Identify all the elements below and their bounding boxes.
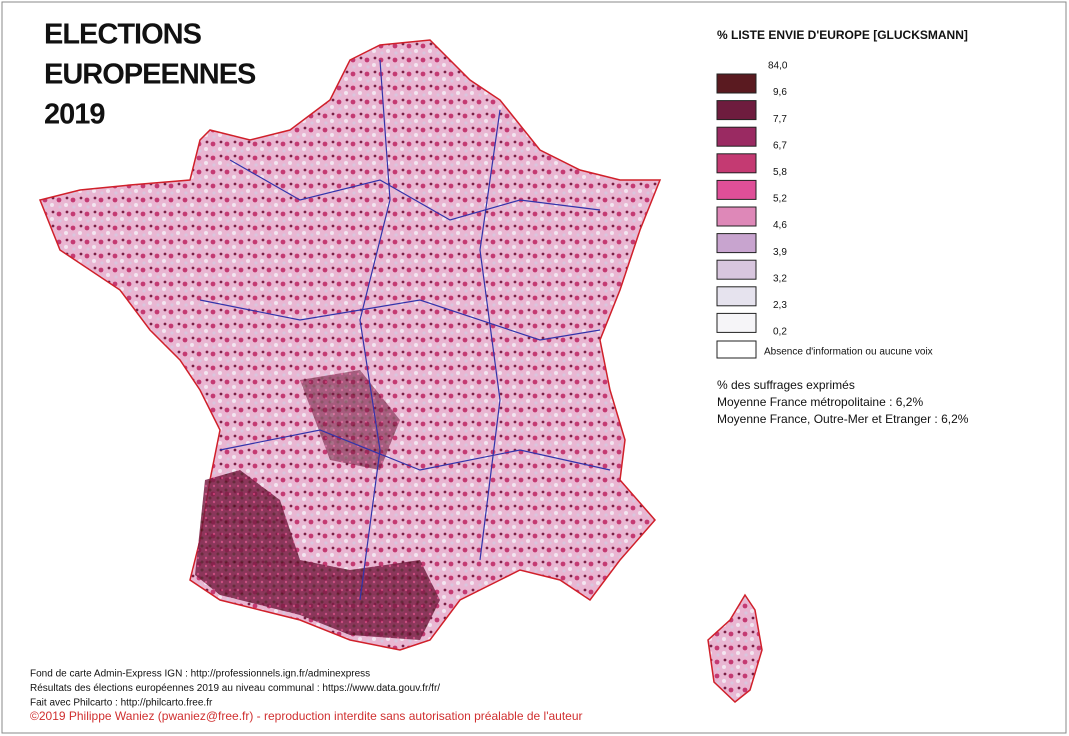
no-data-label: Absence d'information ou aucune voix [764, 347, 933, 358]
legend-title: % LISTE ENVIE D'EUROPE [GLUCKSMANN] [717, 28, 968, 42]
legend-swatch [716, 286, 757, 307]
title-line: ELECTIONS [44, 19, 202, 51]
france-map [38, 39, 763, 703]
title-line: EUROPEENNES [44, 59, 256, 91]
legend-break-label: 9,6 [773, 87, 787, 98]
legend-break-label: 84,0 [768, 61, 788, 72]
source-line: Fait avec Philcarto : http://philcarto.f… [30, 698, 213, 709]
legend-swatch [716, 233, 757, 254]
legend-break-label: 3,9 [773, 247, 787, 258]
copyright: ©2019 Philippe Waniez (pwaniez@free.fr) … [30, 709, 583, 723]
legend-swatch [716, 73, 757, 94]
legend-break-label: 3,2 [773, 273, 787, 284]
legend-swatch [716, 179, 757, 200]
legend-break-label: 2,3 [773, 300, 787, 311]
legend-swatch [716, 153, 757, 174]
source-line: Fond de carte Admin-Express IGN : http:/… [30, 669, 370, 680]
legend-swatch [716, 126, 757, 147]
title: ELECTIONS EUROPEENNES 2019 [44, 19, 257, 131]
legend-swatch [716, 259, 757, 280]
notes: % des suffrages exprimés Moyenne France m… [717, 378, 969, 426]
legend-swatch [716, 206, 757, 227]
legend-break-label: 6,7 [773, 140, 787, 151]
note-line: Moyenne France métropolitaine : 6,2% [717, 395, 923, 409]
legend-break-label: 5,2 [773, 194, 787, 205]
note-line: % des suffrages exprimés [717, 378, 855, 392]
legend-swatch [716, 100, 757, 121]
sources: Fond de carte Admin-Express IGN : http:/… [30, 669, 440, 709]
legend-break-label: 5,8 [773, 167, 787, 178]
source-line: Résultats des élections européennes 2019… [30, 683, 440, 694]
no-data-swatch [716, 340, 757, 359]
legend-swatch [716, 312, 757, 333]
legend: 84,0 9,6 7,7 6,7 5,8 5,2 4,6 3,9 3,2 2,3 0,2 [716, 61, 788, 338]
note-line: Moyenne France, Outre-Mer et Etranger : … [717, 412, 969, 426]
legend-break-label: 4,6 [773, 220, 787, 231]
legend-break-label: 0,2 [773, 327, 787, 338]
legend-break-label: 7,7 [773, 114, 787, 125]
title-line: 2019 [44, 99, 105, 131]
